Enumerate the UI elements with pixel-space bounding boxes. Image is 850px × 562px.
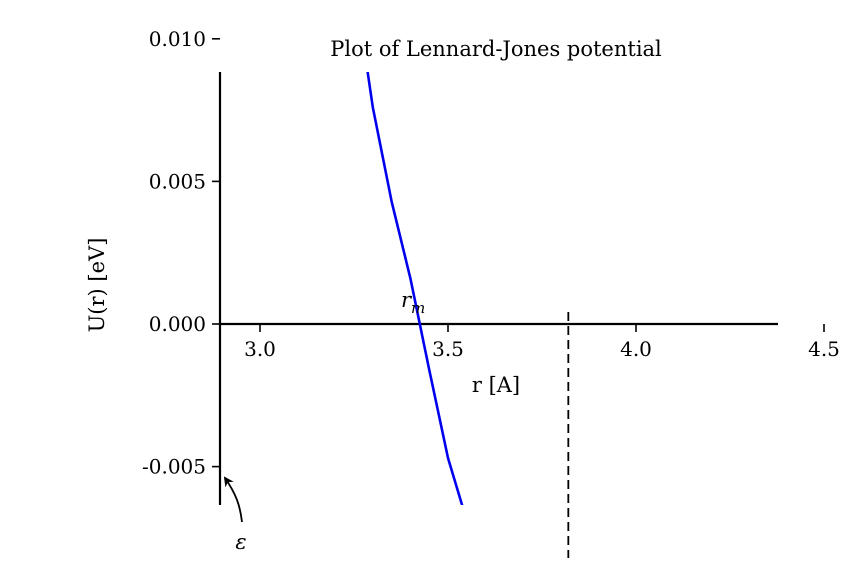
y-tick-label: 0.005: [149, 169, 206, 193]
plot-area: 0.0150.0100.0050.000-0.005-0.0103.03.54.…: [142, 27, 840, 562]
x-axis-label: r [A]: [472, 373, 520, 397]
rm-annotation-main: r: [401, 288, 413, 312]
rm-annotation-subscript: m: [411, 299, 425, 317]
epsilon-annotation: ε: [235, 530, 246, 554]
x-tick-label: 3.5: [432, 337, 464, 361]
y-axis-label: U(r) [eV]: [85, 238, 109, 333]
y-tick-label: 0.010: [149, 27, 206, 51]
x-tick-label: 4.5: [808, 337, 840, 361]
rm-annotation: rm: [401, 288, 425, 317]
epsilon-arrow: [223, 476, 243, 523]
y-tick-label: -0.005: [142, 455, 206, 479]
lj-potential-curve: [366, 72, 464, 505]
chart-title: Plot of Lennard-Jones potential: [330, 37, 662, 61]
y-tick-label: 0.000: [149, 312, 206, 336]
x-tick-label: 3.0: [244, 337, 276, 361]
x-tick-label: 4.0: [620, 337, 652, 361]
